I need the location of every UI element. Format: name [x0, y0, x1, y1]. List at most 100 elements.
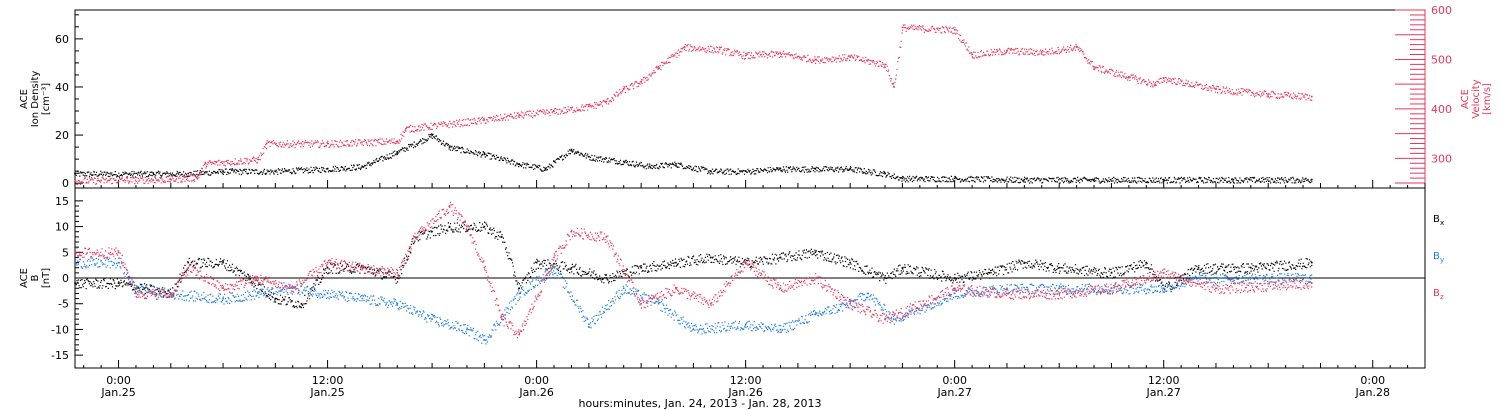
b-bx-series-scatter-cloud: [75, 221, 1313, 309]
density-series-data-point: [1093, 178, 1095, 181]
density-series-data-point: [649, 165, 651, 168]
x-axis-label: hours:minutes, Jan. 24, 2013 - Jan. 28, …: [579, 397, 822, 410]
x-tick-time: 0:00: [942, 374, 967, 387]
x-tick-day: Jan.25: [309, 386, 344, 399]
left-tick-label: -5: [58, 298, 69, 311]
velocity-series-data-point: [1093, 66, 1095, 68]
b-bx-series-data-point: [675, 261, 677, 264]
velocity-series-data-point: [1215, 88, 1217, 90]
b-by-series-data-point: [622, 287, 625, 290]
left-tick-label: 0: [62, 272, 69, 285]
b-bx-series-data-point: [570, 266, 573, 269]
b-bz-series-data-point: [1058, 292, 1060, 295]
velocity-series-data-point: [744, 54, 747, 57]
left-tick-label: 10: [55, 221, 69, 234]
right-tick-label: 600: [1431, 4, 1452, 17]
legend-by-sub: y: [1440, 256, 1444, 264]
x-tick-day: Jan.27: [1145, 386, 1180, 399]
velocity-series-data-point: [518, 114, 520, 116]
velocity-series-data-point: [1310, 95, 1313, 98]
velocity-series: [74, 24, 1313, 186]
b-bz-series-data-point: [291, 287, 294, 290]
b-bz-series-data-point: [413, 236, 416, 238]
density-series-data-point: [953, 177, 956, 180]
b-bz-series-data-point: [814, 277, 817, 279]
density-series-data-point: [396, 151, 399, 153]
b-bx-series-data-point: [187, 261, 190, 264]
velocity-series-data-point: [405, 127, 407, 130]
density-series-data-point: [222, 170, 224, 172]
density-series-data-point: [483, 153, 486, 156]
density-series-data-point: [152, 172, 155, 175]
velocity-series-scatter-cloud: [75, 24, 1313, 186]
b-bx-series-data-point: [640, 266, 642, 269]
b-by-series-data-point: [518, 292, 520, 295]
b-bz-series-data-point: [170, 292, 172, 295]
b-bx-series-data-point: [605, 277, 608, 279]
b-bz-series-data-point: [396, 272, 399, 274]
b-bx-series-data-point: [901, 266, 904, 269]
b-bz-series-data-point: [675, 287, 677, 290]
b-bx-series-data-point: [518, 287, 520, 290]
b-axis-label-line: ACE: [19, 268, 30, 288]
density-series-data-point: [675, 163, 677, 165]
density-series-scatter-cloud: [75, 133, 1313, 184]
b-by-series-data-point: [431, 318, 433, 320]
density-series-data-point: [779, 167, 782, 170]
b-by-series-data-point: [1162, 287, 1165, 290]
velocity-series-data-point: [326, 142, 329, 145]
velocity-series-data-point: [1128, 75, 1130, 78]
b-bz-series-data-point: [466, 225, 468, 228]
left-tick-label: -15: [51, 349, 69, 362]
velocity-series-data-point: [718, 48, 721, 51]
velocity-series-data-point: [953, 28, 956, 31]
density-series-data-point: [431, 134, 433, 136]
b-bx-series-data-point: [1197, 266, 1200, 269]
density-series-data-point: [1232, 178, 1235, 181]
velocity-series-data-point: [1040, 51, 1043, 53]
density-series: [74, 133, 1313, 184]
velocity-series-data-point: [814, 58, 817, 61]
b-by-series-data-point: [588, 323, 590, 326]
x-tick-day: Jan.25: [100, 386, 135, 399]
x-tick-day: Jan.27: [936, 386, 971, 399]
b-by-series-data-point: [553, 266, 555, 269]
b-bz-series-data-point: [1006, 292, 1008, 295]
velocity-series-data-point: [196, 176, 198, 178]
x-tick-day: Jan.28: [1355, 386, 1390, 399]
velocity-axis-label: ACE Velocity [km/s]: [1460, 79, 1493, 118]
left-tick-label: 40: [55, 81, 69, 94]
b-by-series-data-point: [866, 292, 869, 295]
density-series-data-point: [187, 172, 190, 175]
b-by-series-data-point: [892, 318, 895, 320]
density-series-data-point: [544, 167, 547, 170]
b-bz-series-data-point: [518, 333, 520, 336]
left-tick-label: 15: [55, 195, 69, 208]
x-tick-day: Jan.26: [727, 386, 762, 399]
b-bx-series-data-point: [988, 272, 991, 274]
b-by-series-data-point: [657, 302, 660, 305]
velocity-series-data-point: [170, 178, 172, 180]
b-by-series-data-point: [326, 292, 329, 295]
b-bz-series-data-point: [744, 261, 747, 264]
top-panel-frame: [74, 9, 1426, 189]
b-by-series-data-point: [814, 313, 817, 315]
density-series-data-point: [849, 167, 851, 170]
right-tick-label: 300: [1431, 152, 1452, 165]
velocity-series-data-point: [1267, 93, 1270, 95]
x-tick-time: 12:00: [1148, 374, 1180, 387]
velocity-series-data-point: [884, 63, 886, 66]
b-bx-series-data-point: [953, 277, 956, 279]
velocity-series-data-point: [657, 66, 660, 68]
density-axis-label-line: [cm⁻³]: [41, 83, 52, 115]
b-bx-series-data-point: [849, 261, 851, 264]
x-tick-day: Jan.26: [518, 386, 553, 399]
b-bx-series-data-point: [248, 277, 250, 279]
left-tick-label: 20: [55, 129, 69, 142]
b-bx-series-data-point: [274, 297, 277, 300]
density-series-data-point: [1023, 178, 1026, 181]
velocity-series-data-point: [1154, 83, 1156, 85]
b-by-series-data-point: [1310, 277, 1313, 279]
